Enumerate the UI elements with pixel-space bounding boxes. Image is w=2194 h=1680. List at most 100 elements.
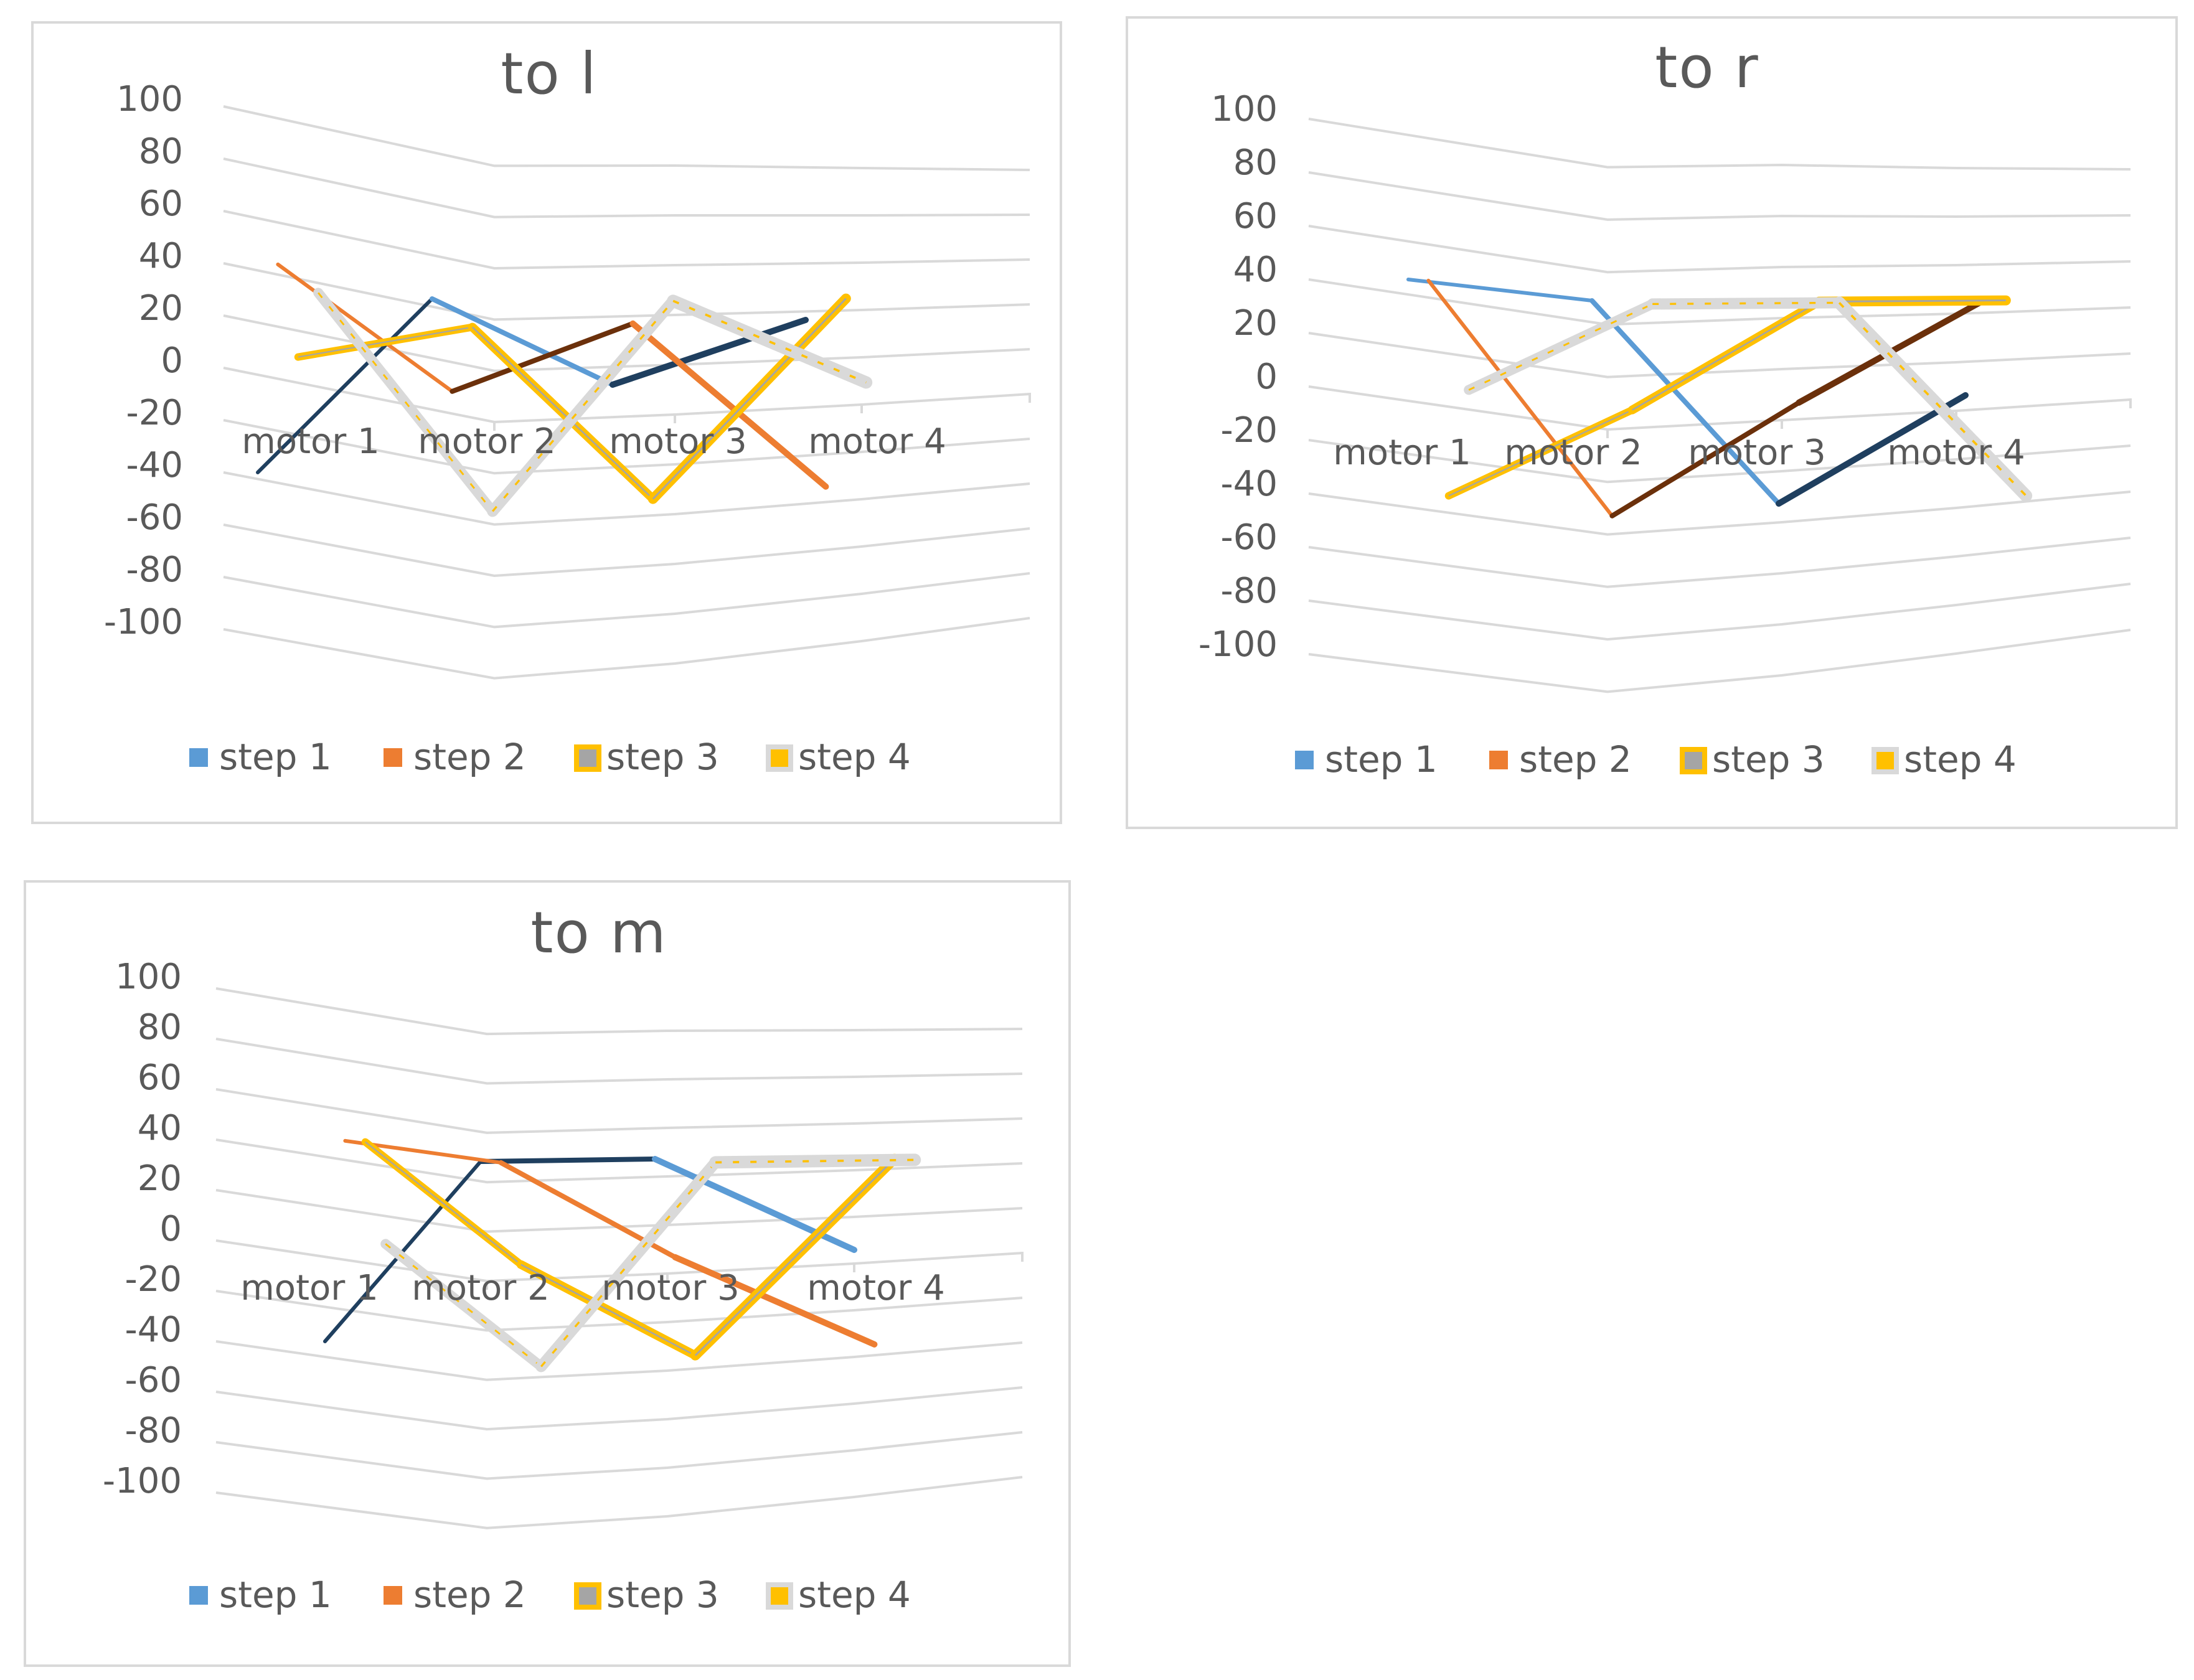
x-category-label: motor 2 — [1504, 433, 1642, 473]
legend: step 1 step 2 step 3 step 4 — [189, 1574, 911, 1616]
legend-label-step-2: step 2 — [413, 1574, 526, 1616]
series-segment — [478, 1157, 657, 1164]
series-segment-core — [652, 298, 847, 500]
legend-swatch-step-2 — [384, 748, 402, 767]
x-category-label: motor 4 — [807, 1268, 944, 1308]
series-segment-core — [672, 299, 867, 384]
y-axis: 100 80 60 40 20 0 -20 -40 -60 -80 -100 — [104, 79, 183, 642]
series-segment — [256, 297, 434, 474]
legend-swatch-step-3 — [1680, 747, 1707, 774]
x-axis: motor 1 motor 2 motor 3 motor 4 — [240, 1268, 944, 1308]
legend-swatch-step-1 — [189, 1586, 208, 1605]
gridline — [223, 262, 1030, 321]
series-step-3 — [361, 1138, 900, 1361]
legend-swatch-step-4 — [766, 1582, 793, 1610]
gridlines — [215, 987, 1024, 1529]
chart-title: to r — [1655, 34, 1759, 101]
y-tick-label: 80 — [139, 131, 183, 172]
y-tick-label: -80 — [125, 1410, 182, 1451]
series-step-1 — [1406, 278, 1969, 507]
series-segment — [450, 321, 636, 394]
y-tick-label: 80 — [1233, 143, 1278, 183]
legend-label-step-1: step 1 — [219, 1574, 332, 1616]
series-segment — [535, 1157, 722, 1373]
x-category-label: motor 1 — [240, 1268, 378, 1308]
x-axis: motor 1 motor 2 motor 3 motor 4 — [1333, 433, 2025, 473]
series-segment-core — [1819, 299, 2006, 303]
legend: step 1 step 2 step 3 step 4 — [189, 736, 911, 778]
y-tick-label: -40 — [1221, 464, 1278, 504]
chart-title: to m — [530, 899, 667, 966]
legend-label-step-1: step 1 — [1325, 738, 1438, 781]
series-lines — [1406, 278, 2033, 519]
gridline — [223, 367, 1030, 424]
series-segment-core — [471, 326, 654, 500]
x-category-label: motor 2 — [418, 421, 555, 462]
legend-swatch-step-2 — [1489, 751, 1508, 769]
y-tick-label: -100 — [1198, 624, 1278, 665]
y-tick-label: 40 — [138, 1108, 182, 1148]
series-segment — [1406, 278, 1594, 303]
chart-panel-to-r: to r 100 80 60 40 20 0 -20 -40 -60 -80 -… — [1126, 16, 2178, 829]
gridline — [223, 105, 1030, 171]
series-segment — [1609, 400, 1802, 519]
y-tick-label: -60 — [125, 1360, 182, 1401]
gridline — [223, 419, 1030, 475]
x-category-label: motor 3 — [1688, 433, 1825, 473]
y-axis: 100 80 60 40 20 0 -20 -40 -60 -80 -100 — [103, 957, 182, 1501]
legend-swatch-step-4 — [766, 744, 793, 772]
y-tick-label: -80 — [1221, 571, 1278, 611]
y-tick-label: 0 — [159, 1209, 182, 1249]
y-tick-label: 40 — [139, 236, 183, 276]
y-tick-label: 100 — [115, 957, 182, 997]
chart-to-m: to m 100 80 60 40 20 0 -20 -40 -60 -80 -… — [103, 899, 1024, 1616]
y-tick-label: 20 — [138, 1158, 182, 1199]
series-segment — [709, 1153, 921, 1169]
gridline — [1308, 118, 2131, 171]
gridline — [223, 523, 1030, 578]
chart-title: to l — [501, 40, 597, 107]
gridline — [215, 1290, 1023, 1332]
x-axis: motor 1 motor 2 motor 3 motor 4 — [242, 421, 946, 462]
series-step-3 — [294, 293, 851, 504]
series-segment-core — [365, 1141, 522, 1265]
gridline — [1308, 583, 2131, 641]
y-tick-label: -20 — [126, 393, 183, 433]
y-tick-label: 60 — [138, 1058, 182, 1098]
gridline — [223, 471, 1030, 526]
gridline — [215, 987, 1023, 1036]
y-tick-label: 100 — [1211, 89, 1278, 129]
chart-to-r: to r 100 80 60 40 20 0 -20 -40 -60 -80 -… — [1198, 34, 2132, 781]
series-segment-core — [491, 300, 674, 512]
gridline — [1308, 278, 2131, 326]
series-segment — [380, 1239, 547, 1372]
y-tick-label: -20 — [1221, 410, 1278, 451]
gridline — [215, 1340, 1023, 1381]
y-tick-label: -40 — [125, 1310, 182, 1350]
y-tick-label: 100 — [116, 79, 183, 120]
y-tick-label: 80 — [138, 1007, 182, 1048]
gridline — [223, 572, 1030, 629]
x-category-label: motor 1 — [242, 421, 379, 462]
x-category-label: motor 4 — [808, 421, 946, 462]
gridline — [215, 1038, 1023, 1085]
legend-swatch-step-1 — [1295, 751, 1314, 769]
y-tick-label: 40 — [1233, 250, 1278, 290]
legend-label-step-3: step 3 — [1712, 738, 1825, 781]
series-step-4 — [313, 288, 873, 517]
y-tick-label: -100 — [104, 602, 183, 642]
series-segment-core — [520, 1264, 696, 1356]
series-lines — [256, 262, 873, 517]
chart-to-l: to l 100 80 60 40 20 0 -20 -40 -60 -80 -… — [104, 40, 1031, 778]
gridline — [223, 210, 1030, 270]
series-step-3 — [1444, 295, 2011, 500]
series-segment-core — [298, 326, 473, 358]
y-tick-label: -40 — [126, 445, 183, 486]
y-tick-label: -20 — [125, 1259, 182, 1300]
y-tick-label: 0 — [1255, 357, 1278, 397]
series-segment — [1833, 296, 2033, 502]
gridline — [223, 617, 1030, 680]
series-segment — [1426, 278, 1614, 518]
series-segment-core — [694, 1158, 895, 1356]
gridline — [1308, 225, 2131, 274]
